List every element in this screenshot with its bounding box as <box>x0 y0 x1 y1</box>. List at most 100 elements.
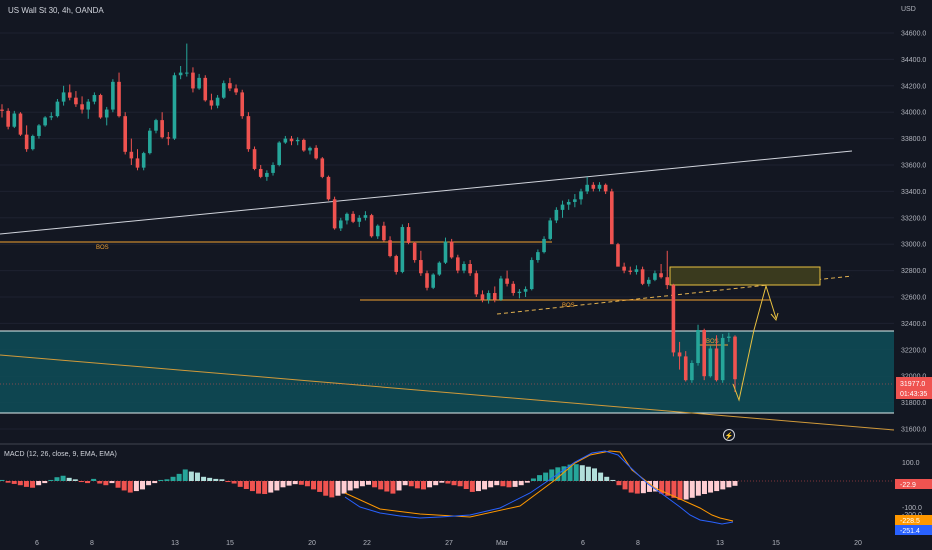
demand-zone[interactable] <box>0 331 894 413</box>
candle-body <box>702 330 707 377</box>
candle-body <box>511 283 516 294</box>
macd-bar <box>72 479 78 481</box>
candle-body <box>0 109 4 111</box>
macd-bar <box>665 481 671 496</box>
macd-bar <box>347 481 353 491</box>
candle-body <box>129 151 134 159</box>
macd-bar <box>0 479 5 481</box>
candle-body <box>382 225 386 241</box>
macd-bar <box>36 481 42 486</box>
candle-body <box>548 220 553 239</box>
macd-line-badge <box>895 525 932 535</box>
macd-bar <box>622 481 628 490</box>
macd-bar <box>201 476 207 481</box>
macd-bar <box>592 468 598 481</box>
macd-bar <box>292 481 298 485</box>
macd-bar <box>213 478 219 481</box>
countdown-label: 01:43:35 <box>900 391 927 398</box>
candle-body <box>517 291 522 294</box>
macd-bar <box>506 481 512 488</box>
macd-bar <box>598 472 604 481</box>
candle-body <box>277 142 281 165</box>
macd-bar <box>396 481 402 491</box>
candle-body <box>480 294 485 300</box>
macd-bar <box>708 481 714 493</box>
macd-tick: -100.0 <box>902 505 922 512</box>
macd-bar <box>646 481 652 492</box>
supply-zone[interactable] <box>669 266 821 286</box>
macd-histogram <box>0 464 738 500</box>
macd-title[interactable]: MACD (12, 26, close, 9, EMA, EMA) <box>4 451 117 458</box>
macd-bar <box>219 479 225 481</box>
candle-body <box>92 95 97 102</box>
candle-body <box>646 279 651 284</box>
price-tick: 31800.0 <box>901 400 926 407</box>
macd-bar <box>42 481 48 484</box>
candle-body <box>289 138 294 142</box>
candle-body <box>209 100 214 106</box>
macd-bar <box>109 481 115 484</box>
candle-body <box>523 289 528 292</box>
macd-bar <box>689 481 695 498</box>
candle-body <box>160 120 164 138</box>
candle-body <box>400 227 405 272</box>
price-tick: 32800.0 <box>901 268 926 275</box>
lightning-icon[interactable] <box>723 429 735 441</box>
macd-bar <box>103 481 109 486</box>
candle-body <box>154 120 158 131</box>
candle-body <box>443 241 448 263</box>
macd-bar <box>457 481 463 487</box>
candle-body <box>117 81 121 117</box>
candle-body <box>74 97 78 105</box>
candle-body <box>43 117 47 126</box>
candle-body <box>80 104 84 110</box>
macd-bar <box>683 481 689 500</box>
price-tick: 34200.0 <box>901 83 926 90</box>
macd-bar <box>335 481 341 496</box>
candle-body <box>585 184 589 192</box>
candle-body <box>215 97 220 106</box>
candle-body <box>332 199 337 229</box>
trendline-lower[interactable] <box>0 354 895 431</box>
candle-body <box>671 285 676 353</box>
macd-bar <box>451 481 457 486</box>
candle-body <box>308 147 312 151</box>
symbol-title[interactable]: US Wall St 30, 4h, OANDA <box>8 6 104 15</box>
macd-bar <box>5 481 11 483</box>
candle-body <box>437 262 442 275</box>
macd-bar <box>561 466 567 481</box>
candle-body <box>86 101 91 110</box>
trendline-upper[interactable] <box>0 150 853 235</box>
macd-bar <box>317 481 323 492</box>
time-tick: Mar <box>496 540 509 547</box>
candle-body <box>246 116 251 150</box>
macd-bar <box>475 481 481 492</box>
projection-arrow-head <box>770 312 779 322</box>
macd-bar <box>17 481 23 486</box>
macd-bar <box>604 476 610 481</box>
projection-path[interactable] <box>732 284 777 402</box>
macd-bar <box>78 481 84 483</box>
candle-body <box>499 278 503 300</box>
macd-bar <box>170 476 176 481</box>
candle-body <box>197 77 201 89</box>
candle-body <box>166 137 171 139</box>
macd-signal-badge <box>895 515 932 525</box>
time-axis[interactable]: 6 8 13 15 20 22 27 Mar 6 8 13 15 20 <box>35 540 862 547</box>
macd-bar <box>194 472 200 481</box>
candle-body <box>634 269 639 272</box>
macd-bar <box>494 481 500 486</box>
candle-body <box>345 213 349 221</box>
macd-bar <box>549 469 555 481</box>
candle-body <box>431 274 435 288</box>
macd-bar <box>482 481 488 490</box>
macd-bar <box>500 481 506 487</box>
currency-label: USD <box>901 6 916 13</box>
macd-line <box>344 450 734 525</box>
candle-body <box>148 130 152 154</box>
candle-body <box>628 270 633 272</box>
macd-bar <box>695 481 701 496</box>
macd-bar <box>677 481 683 500</box>
macd-bar <box>353 481 359 489</box>
